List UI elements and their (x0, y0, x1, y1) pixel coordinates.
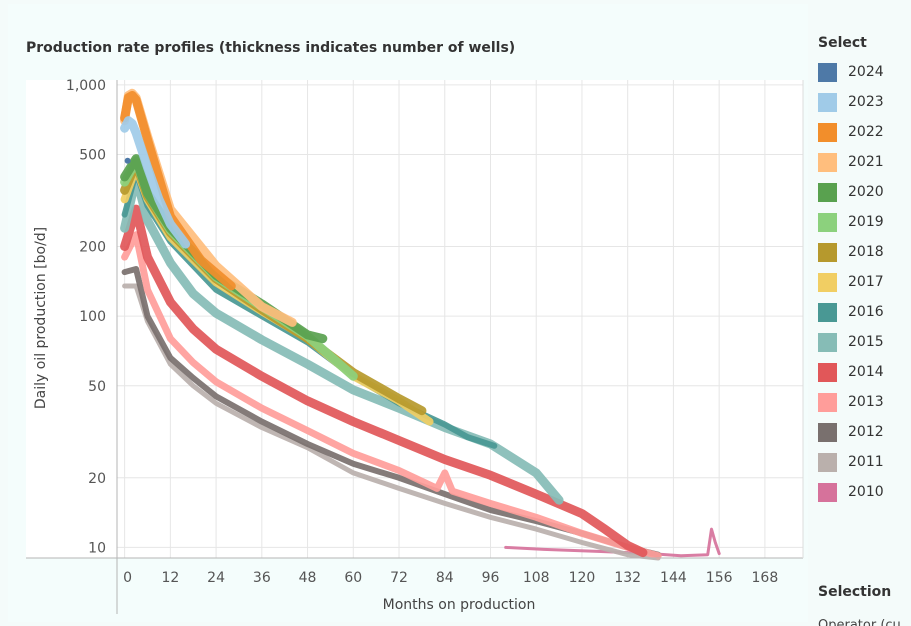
x-axis-label: Months on production (383, 597, 536, 613)
y-tick-label: 500 (79, 148, 106, 164)
legend-swatch (818, 392, 837, 412)
series-2023-line (120, 116, 191, 249)
legend-item-2022[interactable]: 2022 (818, 117, 911, 147)
legend-item-2010[interactable]: 2010 (818, 477, 911, 507)
legend-swatch (818, 452, 837, 472)
y-axis-label: Daily oil production [bo/d] (33, 227, 49, 409)
legend-swatch (818, 302, 837, 322)
series-2024-point (124, 157, 131, 164)
selection-title: Selection (818, 584, 892, 600)
legend: Select 2024 2023 2022 2021 2020 2019 2018 2017 2… (818, 35, 911, 507)
legend-label: 2014 (848, 364, 884, 380)
y-tick-label: 50 (88, 379, 106, 395)
legend-label: 2015 (848, 334, 884, 350)
x-tick-label: 12 (161, 570, 179, 586)
legend-swatch (818, 482, 837, 502)
legend-item-2023[interactable]: 2023 (818, 87, 911, 117)
legend-label: 2024 (848, 64, 884, 80)
x-tick-label: 96 (482, 570, 500, 586)
series-2013-line (121, 231, 662, 560)
tick-labels: 0 12 24 36 48 60 72 84 96 108 120 132 144 156 168 10 20 5… (66, 78, 778, 586)
legend-label: 2023 (848, 94, 884, 110)
selection-filter-label[interactable]: Operator (cu (818, 618, 901, 626)
legend-item-2017[interactable]: 2017 (818, 267, 911, 297)
x-tick-label: 36 (253, 570, 271, 586)
x-tick-label: 108 (523, 570, 550, 586)
legend-swatch (818, 212, 837, 232)
legend-item-2024[interactable]: 2024 (818, 57, 911, 87)
x-tick-label: 24 (207, 570, 225, 586)
legend-item-2013[interactable]: 2013 (818, 387, 911, 417)
legend-label: 2011 (848, 454, 884, 470)
legend-item-2020[interactable]: 2020 (818, 177, 911, 207)
series-2014-line (120, 204, 648, 558)
series-bands (120, 88, 721, 561)
legend-label: 2012 (848, 424, 884, 440)
legend-swatch (818, 332, 837, 352)
x-tick-label: 48 (299, 570, 317, 586)
y-axis-area (26, 80, 117, 558)
x-tick-label: 120 (569, 570, 596, 586)
y-tick-label: 1,000 (66, 78, 106, 94)
legend-swatch (818, 152, 837, 172)
y-tick-label: 100 (79, 309, 106, 325)
legend-label: 2019 (848, 214, 884, 230)
legend-swatch (818, 242, 837, 262)
legend-item-2015[interactable]: 2015 (818, 327, 911, 357)
axes (26, 80, 804, 614)
x-tick-label: 72 (390, 570, 408, 586)
legend-label: 2018 (848, 244, 884, 260)
series-2010-line (504, 527, 721, 558)
legend-label: 2020 (848, 184, 884, 200)
legend-swatch (818, 122, 837, 142)
legend-item-2019[interactable]: 2019 (818, 207, 911, 237)
legend-item-2021[interactable]: 2021 (818, 147, 911, 177)
x-tick-label: 0 (123, 570, 132, 586)
x-tick-label: 144 (660, 570, 687, 586)
legend-item-2016[interactable]: 2016 (818, 297, 911, 327)
x-tick-label: 132 (614, 570, 641, 586)
legend-swatch (818, 422, 837, 442)
legend-label: 2021 (848, 154, 884, 170)
legend-item-2012[interactable]: 2012 (818, 417, 911, 447)
legend-item-2014[interactable]: 2014 (818, 357, 911, 387)
legend-item-2018[interactable]: 2018 (818, 237, 911, 267)
x-tick-label: 168 (752, 570, 779, 586)
y-tick-label: 20 (88, 471, 106, 487)
legend-swatch (818, 362, 837, 382)
chart-title: Production rate profiles (thickness indi… (26, 40, 516, 56)
x-tick-label: 84 (436, 570, 454, 586)
legend-swatch (818, 92, 837, 112)
legend-swatch (818, 182, 837, 202)
legend-label: 2022 (848, 124, 884, 140)
legend-label: 2010 (848, 484, 884, 500)
y-tick-label: 200 (79, 240, 106, 256)
legend-label: 2017 (848, 274, 884, 290)
y-tick-label: 10 (88, 540, 106, 556)
legend-items: 2024 2023 2022 2021 2020 2019 2018 2017 2016 2015… (818, 57, 911, 507)
legend-label: 2013 (848, 394, 884, 410)
legend-label: 2016 (848, 304, 884, 320)
x-tick-label: 60 (344, 570, 362, 586)
legend-swatch (818, 62, 837, 82)
legend-item-2011[interactable]: 2011 (818, 447, 911, 477)
legend-title: Select (818, 35, 867, 51)
series-2022-line (120, 91, 236, 291)
legend-swatch (818, 272, 837, 292)
x-tick-label: 156 (706, 570, 733, 586)
